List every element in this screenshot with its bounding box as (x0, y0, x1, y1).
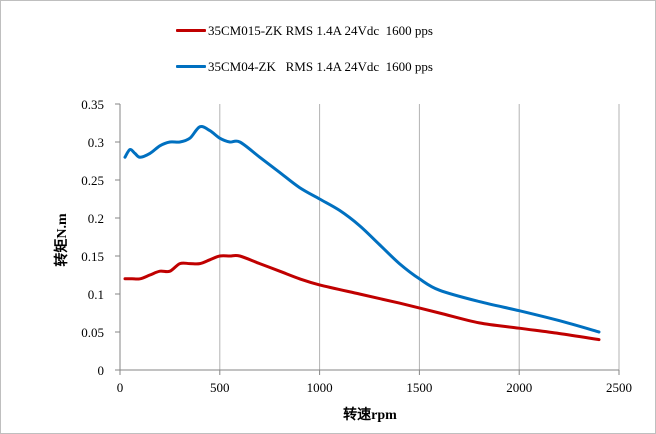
y-tick-label: 0.35 (81, 97, 104, 112)
legend: 35CM015-ZK RMS 1.4A 24Vdc 1600 pps 35CM0… (176, 20, 433, 92)
x-tick-label: 0 (117, 380, 124, 395)
x-tick-label: 1000 (307, 380, 333, 395)
y-tick-label: 0 (98, 363, 105, 378)
legend-swatch-series-1 (176, 29, 206, 32)
legend-item-series-1: 35CM015-ZK RMS 1.4A 24Vdc 1600 pps (176, 20, 433, 41)
legend-item-series-2: 35CM04-ZK RMS 1.4A 24Vdc 1600 pps (176, 56, 433, 77)
y-axis-title: 转矩N.m (53, 213, 70, 267)
series-line-2 (123, 125, 601, 334)
y-tick-label: 0.05 (81, 325, 104, 340)
legend-label-series-1: 35CM015-ZK RMS 1.4A 24Vdc 1600 pps (208, 22, 433, 38)
axes (115, 103, 620, 375)
gridlines (219, 104, 620, 370)
series-line-1 (123, 253, 601, 342)
x-tick-label: 2500 (606, 380, 632, 395)
y-tick-label: 0.3 (88, 135, 104, 150)
y-tick-label: 0.2 (88, 211, 104, 226)
y-tick-label: 0.1 (88, 287, 104, 302)
y-tick-label: 0.15 (81, 249, 104, 264)
y-tick-label: 0.25 (81, 173, 104, 188)
x-tick-labels: 0 500 1000 1500 2000 2500 (117, 380, 632, 395)
x-tick-label: 2000 (506, 380, 532, 395)
x-axis-title: 转速rpm (343, 406, 397, 423)
series-lines (123, 125, 601, 342)
legend-swatch-series-2 (176, 65, 206, 68)
y-tick-labels: 0 0.05 0.1 0.15 0.2 0.25 0.3 0.35 (81, 97, 104, 378)
x-tick-label: 1500 (406, 380, 432, 395)
x-tick-label: 500 (210, 380, 230, 395)
legend-label-series-2: 35CM04-ZK RMS 1.4A 24Vdc 1600 pps (208, 58, 433, 74)
